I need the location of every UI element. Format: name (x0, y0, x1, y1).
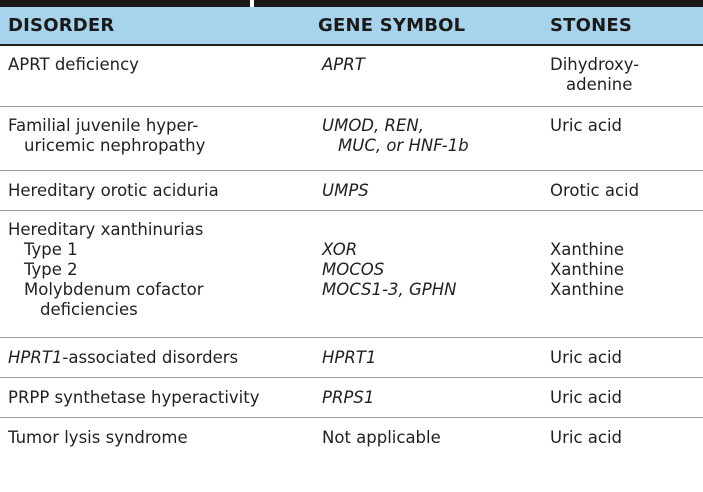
stones-text: Xanthine (550, 240, 624, 259)
gene-cell: XOR MOCOS MOCS1-3, GPHN (318, 220, 530, 337)
table-row: Hereditary xanthinurias Type 1 Type 2 Mo… (0, 211, 703, 338)
disorder-cell: APRT deficiency (0, 55, 318, 106)
disorder-text: Hereditary orotic aciduria (8, 181, 219, 200)
gene-text: MOCOS (322, 260, 385, 279)
gene-text: PRPS1 (322, 388, 375, 407)
stones-text: Uric acid (550, 116, 623, 135)
header-disorder: DISORDER (8, 15, 115, 36)
gene-cell: Not applicable (318, 428, 530, 458)
stones-text: adenine (566, 75, 633, 94)
table-row: Familial juvenile hyper- uricemic nephro… (0, 107, 703, 171)
table-row: Tumor lysis syndrome Not applicable Uric… (0, 418, 703, 458)
gene-text: MOCS1-3, GPHN (322, 280, 457, 299)
gene-cell: UMOD, REN, MUC, or HNF-1b (318, 116, 530, 170)
stones-text: Orotic acid (550, 181, 640, 200)
gene-text: UMPS (322, 181, 369, 200)
stones-text: Xanthine (550, 280, 624, 299)
stones-text: Xanthine (550, 260, 624, 279)
disorder-subtype: Type 2 (24, 260, 78, 279)
header-stones: STONES (550, 15, 633, 36)
disorder-text: Familial juvenile hyper- (8, 116, 199, 135)
stones-cell: Uric acid (530, 388, 703, 417)
gene-cell: UMPS (318, 181, 530, 210)
disorder-text: Tumor lysis syndrome (8, 428, 188, 447)
disorder-text: APRT deficiency (8, 55, 139, 74)
table-row: APRT deficiency APRT Dihydroxy- adenine (0, 46, 703, 107)
disorder-rest: -associated disorders (62, 348, 239, 367)
gene-text: MUC, or HNF-1b (338, 136, 469, 155)
gene-text: UMOD, REN, (322, 116, 424, 135)
gene-text: XOR (322, 240, 358, 259)
stones-text: Uric acid (550, 428, 623, 447)
header-gene-symbol: GENE SYMBOL (318, 15, 466, 36)
disorder-text: uricemic nephropathy (24, 136, 206, 155)
gene-cell: HPRT1 (318, 348, 530, 377)
disorder-cell: PRPP synthetase hyperactivity (0, 388, 318, 417)
top-rule-gap (250, 0, 254, 7)
table-row: HPRT1-associated disorders HPRT1 Uric ac… (0, 338, 703, 378)
disorder-cell: Hereditary xanthinurias Type 1 Type 2 Mo… (0, 220, 318, 337)
stones-text: Dihydroxy- (550, 55, 640, 74)
disorder-gene-prefix: HPRT1 (8, 348, 63, 367)
stones-cell: Dihydroxy- adenine (530, 55, 703, 106)
gene-text: APRT (322, 55, 365, 74)
top-rule (0, 0, 703, 7)
disorder-text: HPRT1-associated disorders (8, 348, 318, 368)
disorder-cell: Familial juvenile hyper- uricemic nephro… (0, 116, 318, 170)
gene-text: Not applicable (322, 428, 441, 447)
disorder-subtype: deficiencies (40, 300, 138, 319)
gene-cell: PRPS1 (318, 388, 530, 417)
stones-text: Uric acid (550, 348, 623, 367)
disorder-group-title: Hereditary xanthinurias (8, 220, 204, 239)
disorder-cell: HPRT1-associated disorders (0, 348, 318, 377)
gene-text: HPRT1 (322, 348, 377, 367)
table-row: Hereditary orotic aciduria UMPS Orotic a… (0, 171, 703, 211)
stones-text: Uric acid (550, 388, 623, 407)
disorders-table: DISORDER GENE SYMBOL STONES APRT deficie… (0, 7, 703, 458)
table-row: PRPP synthetase hyperactivity PRPS1 Uric… (0, 378, 703, 418)
gene-cell: APRT (318, 55, 530, 106)
disorder-subtype: Type 1 (24, 240, 78, 259)
stones-cell: Xanthine Xanthine Xanthine (530, 220, 703, 337)
stones-cell: Orotic acid (530, 181, 703, 210)
stones-cell: Uric acid (530, 428, 703, 458)
disorder-subtype: Molybdenum cofactor (24, 280, 204, 299)
disorder-text: PRPP synthetase hyperactivity (8, 388, 260, 407)
stones-cell: Uric acid (530, 348, 703, 377)
disorder-cell: Tumor lysis syndrome (0, 428, 318, 458)
stones-cell: Uric acid (530, 116, 703, 170)
table-header: DISORDER GENE SYMBOL STONES (0, 7, 703, 46)
disorder-cell: Hereditary orotic aciduria (0, 181, 318, 210)
